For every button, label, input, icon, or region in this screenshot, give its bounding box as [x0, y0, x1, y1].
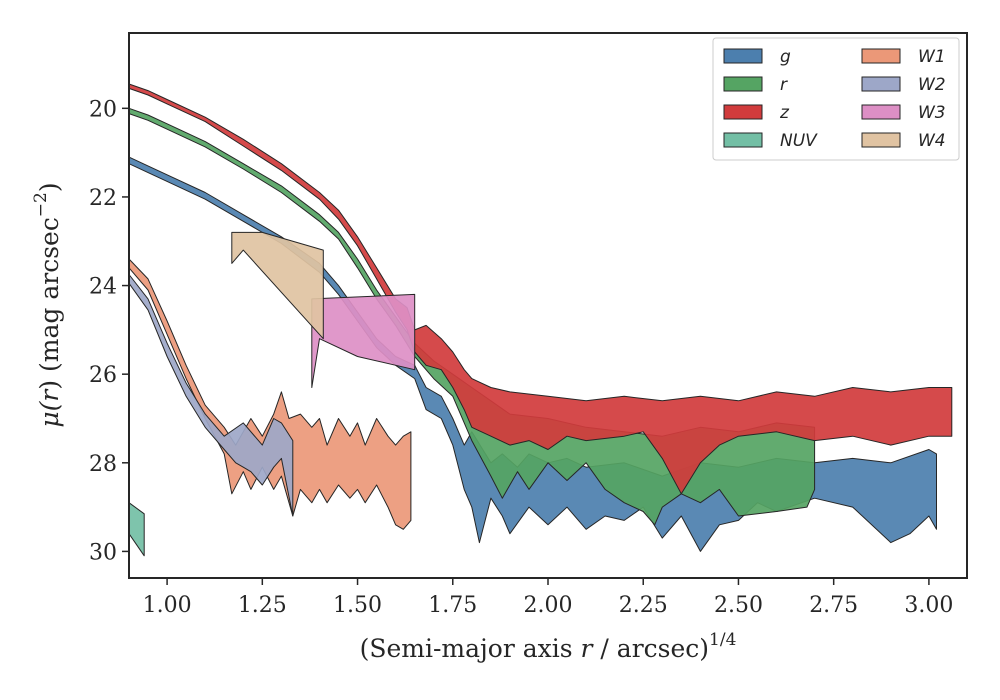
legend-label-w1: W1 [918, 47, 946, 67]
y-tick-label: 26 [89, 363, 117, 388]
legend-swatch-w2 [861, 76, 901, 92]
series-layer [128, 83, 953, 557]
y-tick-label: 30 [89, 540, 117, 565]
legend-label-g: g [780, 47, 791, 67]
y-tick-label: 22 [89, 186, 117, 211]
legend-label-z: z [779, 103, 790, 123]
series-band-w4 [231, 231, 324, 340]
legend-swatch-nuv [723, 132, 763, 148]
x-tick-label: 1.50 [333, 593, 382, 618]
x-tick-label: 2.00 [524, 593, 573, 618]
legend-swatch-w3 [861, 104, 901, 120]
series-band-w3 [311, 293, 416, 388]
y-tick-label: 28 [89, 452, 117, 477]
x-tick-label: 2.50 [714, 593, 763, 618]
x-tick-label: 2.25 [619, 593, 668, 618]
x-tick-label: 1.25 [238, 593, 287, 618]
x-axis-label: (Semi-major axis r / arcsec)1/4 [360, 630, 737, 663]
legend-swatch-g [723, 48, 763, 64]
y-axis-label: μ(r) (mag arcsec−2) [31, 182, 64, 427]
legend-swatch-w1 [861, 48, 901, 64]
series-band-g [128, 156, 937, 552]
y-tick-label: 20 [89, 97, 117, 122]
x-tick-label: 1.00 [143, 593, 192, 618]
legend-box [712, 37, 960, 161]
series-band-w1 [128, 258, 412, 530]
series-band-nuv [128, 502, 145, 557]
x-tick-label: 3.00 [904, 593, 953, 618]
x-tick-label: 2.75 [809, 593, 858, 618]
y-tick-label: 24 [89, 275, 117, 300]
x-tick-label: 1.75 [428, 593, 477, 618]
legend-label-r: r [780, 75, 788, 95]
legend: grz NUV W1 W2 W3 W4 [712, 37, 960, 161]
legend-label-nuv: NUV [780, 131, 818, 151]
legend-label-w4: W4 [918, 131, 946, 151]
legend-swatch-r [723, 76, 763, 92]
legend-swatch-w4 [861, 132, 901, 148]
ticks-layer: 1.00 1.25 1.50 1.75 2.00 2.25 2.50 2.75 3.00 20 22… [89, 97, 953, 618]
series-band-w2 [128, 274, 294, 517]
legend-label-w3: W3 [918, 103, 946, 123]
legend-swatch-z [723, 104, 763, 120]
legend-label-w2: W2 [918, 75, 946, 95]
